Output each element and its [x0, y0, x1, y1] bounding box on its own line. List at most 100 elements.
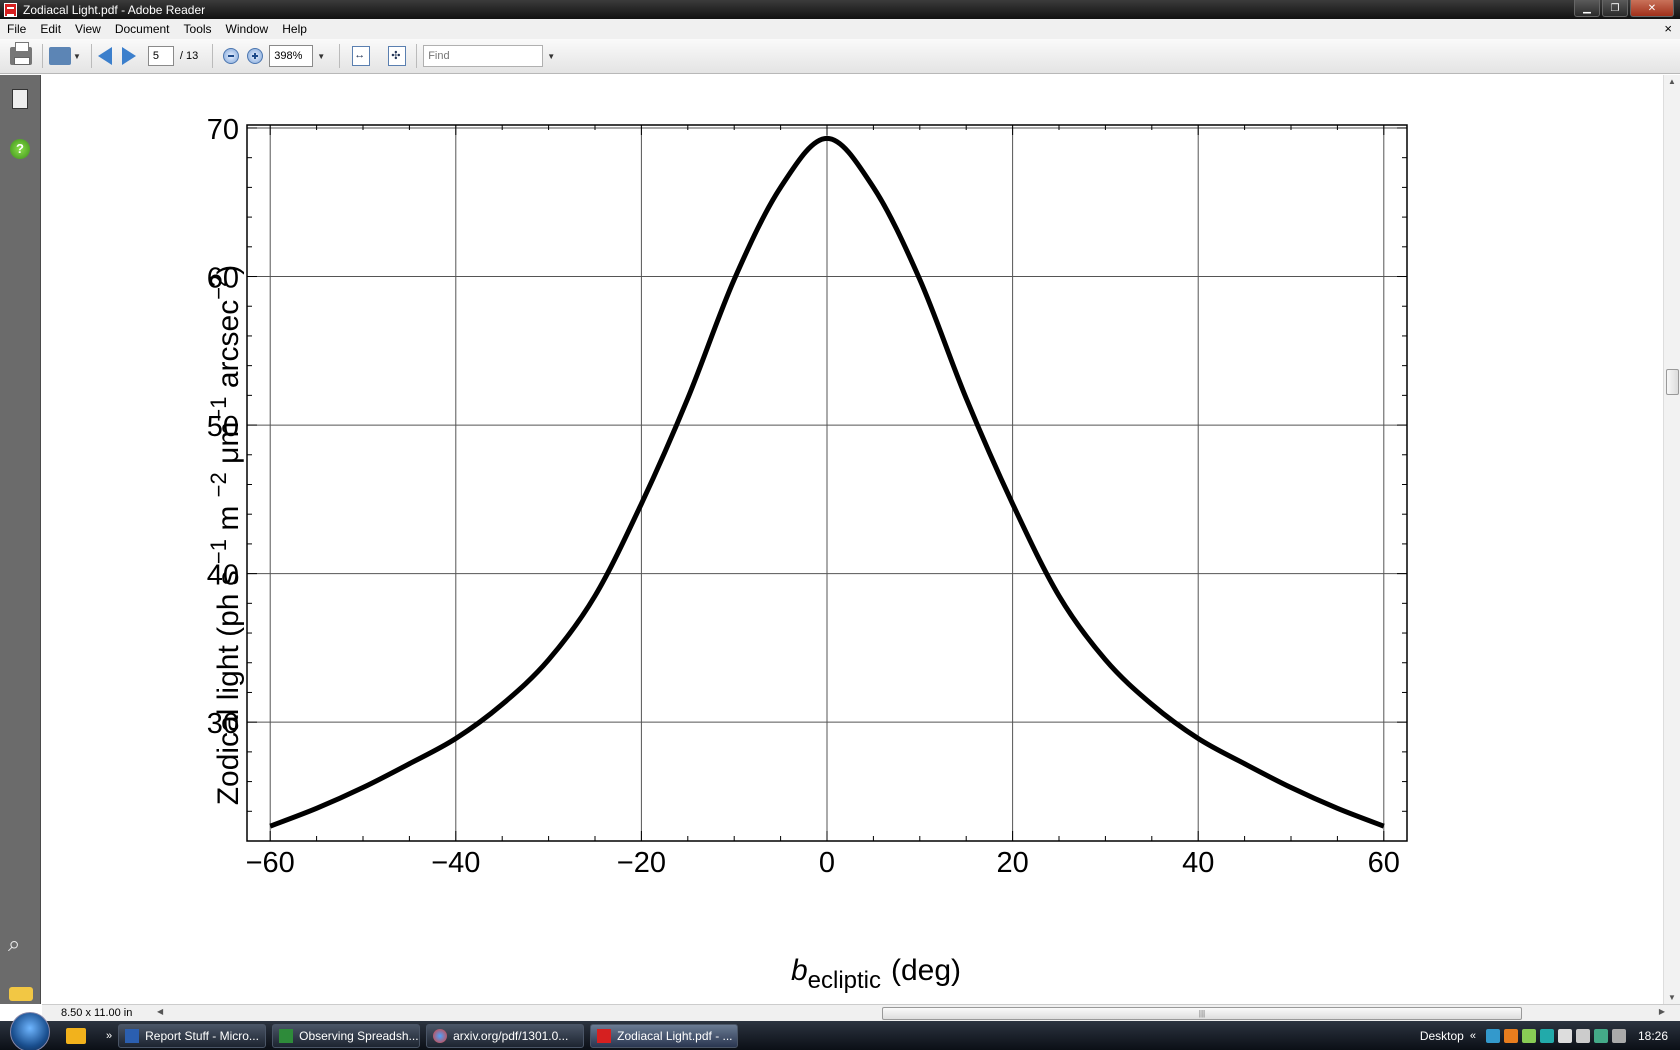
- find-input[interactable]: [423, 45, 544, 67]
- security-icon[interactable]: [1521, 1028, 1536, 1043]
- fit-page-icon: [388, 46, 407, 66]
- zoom-level-input[interactable]: [269, 45, 314, 67]
- chrome-icon: [433, 1028, 448, 1043]
- y-axis-label: Zodical light (ph s −1 m −2 μm−1 arcsec−…: [206, 265, 246, 806]
- y-axis-label-part: Zodical light (ph s: [212, 570, 245, 805]
- font-tray-icon[interactable]: [1557, 1028, 1572, 1043]
- adobe-reader-icon: [597, 1028, 612, 1043]
- menu-tools[interactable]: Tools: [183, 22, 212, 36]
- task-arxiv-browser[interactable]: arxiv.org/pdf/1301.0...: [426, 1023, 585, 1048]
- toolbar-separator: [339, 44, 341, 68]
- menu-bar: File Edit View Document Tools Window Hel…: [0, 19, 1680, 39]
- start-button[interactable]: [10, 1011, 50, 1050]
- menu-view[interactable]: View: [75, 22, 101, 36]
- horizontal-scrollbar[interactable]: ◀ ||| ▶: [157, 1006, 1667, 1021]
- fit-width-icon: [352, 46, 371, 66]
- taskbar: » Report Stuff - Micro... Observing Spre…: [0, 1011, 1680, 1050]
- y-axis-label-part: −1: [206, 397, 231, 422]
- x-axis-label-unit: (deg): [891, 954, 961, 987]
- menu-file[interactable]: File: [7, 22, 27, 36]
- x-tick-label: 20: [996, 847, 1028, 879]
- axis-ticks: [247, 125, 1407, 841]
- next-page-button[interactable]: [121, 43, 136, 69]
- x-axis-label-subscript: ecliptic: [808, 967, 881, 994]
- toolbar-separator: [90, 44, 92, 68]
- minimize-button[interactable]: ▁: [1574, 0, 1600, 17]
- grid-lines: [247, 125, 1407, 841]
- comments-icon[interactable]: [9, 987, 33, 1001]
- window-controls: ▁ ❐ ✕: [1574, 0, 1674, 17]
- document-viewport[interactable]: −60 −40 −20 0 20 40 60 30 40 50 60 70 becliptic (deg…: [42, 75, 1663, 1004]
- task-label: Observing Spreadsh...: [299, 1028, 419, 1043]
- scroll-down-icon[interactable]: ▼: [1668, 993, 1676, 1002]
- y-tick-label: 60: [207, 263, 239, 295]
- zodiacal-light-curve: [269, 135, 1385, 829]
- page-total: / 13: [179, 50, 199, 62]
- update-icon[interactable]: [1503, 1028, 1518, 1043]
- navigation-pane: ? ⌕: [0, 75, 41, 1004]
- task-label: arxiv.org/pdf/1301.0...: [453, 1028, 569, 1043]
- x-axis-label: becliptic (deg): [791, 954, 961, 994]
- zoom-out-button[interactable]: [223, 43, 240, 69]
- volume-icon[interactable]: [1611, 1028, 1626, 1043]
- scroll-right-icon[interactable]: ▶: [1658, 1007, 1665, 1016]
- app-tray-icon[interactable]: [1539, 1028, 1554, 1043]
- close-document-icon[interactable]: ×: [1664, 21, 1672, 36]
- network-icon[interactable]: [1485, 1028, 1500, 1043]
- task-zodiacal-light[interactable]: Zodiacal Light.pdf - ...: [590, 1023, 739, 1048]
- toolbar-separator: [416, 44, 418, 68]
- tray-expand-icon[interactable]: «: [1469, 1029, 1476, 1042]
- fit-width-button[interactable]: [352, 43, 371, 69]
- media-player-icon[interactable]: [66, 1027, 86, 1044]
- task-label: Zodiacal Light.pdf - ...: [617, 1028, 733, 1043]
- attachment-icon[interactable]: ⌕: [8, 931, 21, 956]
- y-tick-label: 50: [207, 411, 239, 443]
- connection-icon[interactable]: [1593, 1028, 1608, 1043]
- scroll-up-icon[interactable]: ▲: [1668, 77, 1676, 86]
- chevron-down-icon: ▼: [73, 51, 81, 61]
- y-axis-label-part: −2: [206, 472, 231, 497]
- zoom-in-icon: [247, 48, 264, 64]
- vertical-scrollbar[interactable]: ▲ ▼: [1663, 75, 1680, 1004]
- find-dropdown-icon[interactable]: ▼: [547, 51, 556, 61]
- y-axis-label-part: −2: [206, 275, 231, 300]
- task-observing-spreadsheet[interactable]: Observing Spreadsh...: [272, 1023, 421, 1048]
- y-axis-label-part: arcsec: [212, 300, 245, 397]
- y-axis-label-part: m: [212, 497, 245, 539]
- arrow-left-icon: [97, 47, 112, 65]
- page-size: 8.50 x 11.00 in: [61, 1007, 133, 1019]
- close-button[interactable]: ✕: [1630, 0, 1674, 17]
- share-button[interactable]: ▼: [49, 43, 81, 69]
- task-report-stuff[interactable]: Report Stuff - Micro...: [118, 1023, 267, 1048]
- toolbar: ▼ / 13 ▼ ▼: [0, 39, 1680, 74]
- page-number-input[interactable]: [147, 46, 174, 66]
- fit-page-button[interactable]: [388, 43, 407, 69]
- clock[interactable]: 18:26: [1637, 1028, 1668, 1043]
- desktop-toolbar[interactable]: Desktop: [1419, 1028, 1464, 1043]
- print-button[interactable]: [10, 42, 32, 69]
- previous-page-button[interactable]: [97, 43, 112, 69]
- adobe-reader-icon: [4, 2, 17, 17]
- zodiacal-light-chart: −60 −40 −20 0 20 40 60 30 40 50 60 70 becliptic (deg…: [206, 114, 1408, 994]
- menu-help[interactable]: Help: [282, 22, 307, 36]
- x-tick-label: 40: [1182, 847, 1214, 879]
- restore-button[interactable]: ❐: [1602, 0, 1628, 17]
- help-icon[interactable]: ?: [10, 139, 30, 159]
- menu-edit[interactable]: Edit: [40, 22, 62, 36]
- zoom-dropdown-icon[interactable]: ▼: [317, 51, 326, 61]
- menu-document[interactable]: Document: [114, 22, 170, 36]
- excel-icon: [279, 1028, 294, 1043]
- tick-labels: −60 −40 −20 0 20 40 60 30 40 50 60 70: [207, 114, 1400, 879]
- share-icon: [49, 47, 71, 65]
- x-tick-label: −40: [431, 847, 480, 879]
- quick-launch-more-icon[interactable]: »: [106, 1029, 113, 1042]
- zoom-in-button[interactable]: [247, 43, 264, 69]
- menu-window[interactable]: Window: [225, 22, 269, 36]
- keyboard-icon[interactable]: [1575, 1028, 1590, 1043]
- x-axis-label-italic: b: [791, 954, 808, 987]
- vertical-scroll-thumb[interactable]: [1666, 369, 1679, 395]
- horizontal-scroll-thumb[interactable]: |||: [882, 1007, 1522, 1020]
- scroll-left-icon[interactable]: ◀: [157, 1007, 164, 1016]
- word-icon: [125, 1028, 140, 1043]
- pages-icon[interactable]: [12, 89, 28, 109]
